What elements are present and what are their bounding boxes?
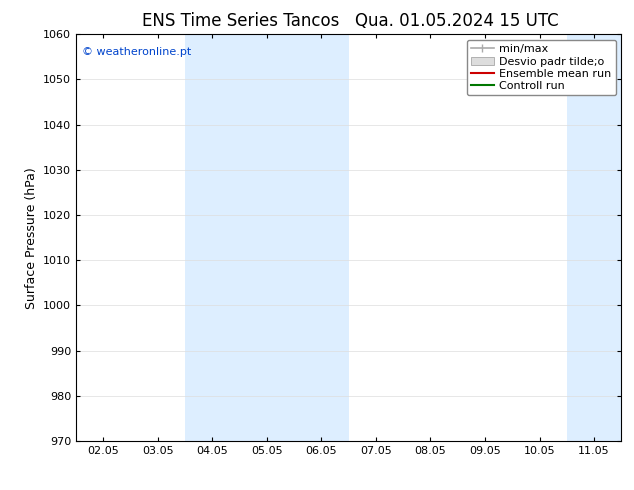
Y-axis label: Surface Pressure (hPa): Surface Pressure (hPa) xyxy=(25,167,37,309)
Bar xyxy=(185,34,349,441)
Text: ENS Time Series Tancos: ENS Time Series Tancos xyxy=(142,12,340,30)
Text: Qua. 01.05.2024 15 UTC: Qua. 01.05.2024 15 UTC xyxy=(354,12,559,30)
Legend: min/max, Desvio padr tilde;o, Ensemble mean run, Controll run: min/max, Desvio padr tilde;o, Ensemble m… xyxy=(467,40,616,96)
Bar xyxy=(567,34,634,441)
Text: © weatheronline.pt: © weatheronline.pt xyxy=(82,47,191,56)
